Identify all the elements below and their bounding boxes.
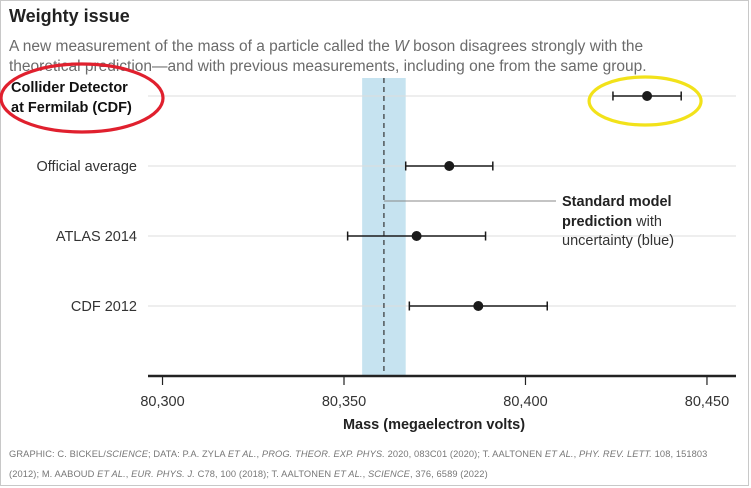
chart-subtitle: A new measurement of the mass of a parti… <box>9 37 689 77</box>
x-axis-label: Mass (megaelectron volts) <box>343 417 525 433</box>
row-label-2: ATLAS 2014 <box>56 229 137 245</box>
annotation-line-1: Standard model <box>562 194 672 210</box>
data-point-0 <box>642 91 653 101</box>
credit-text: , <box>256 449 262 459</box>
x-tick-label-1: 80,350 <box>322 394 366 410</box>
x-tick-label-0: 80,300 <box>140 394 184 410</box>
data-point-1 <box>444 161 455 171</box>
subtitle-part-1: A new measurement of the mass of a parti… <box>9 38 395 55</box>
credit-text: ET AL. <box>97 469 126 479</box>
row-label-1: Official average <box>37 159 137 175</box>
subtitle-part-2: boson disagrees strongly with the theore… <box>9 38 647 75</box>
credit-text: ; DATA: P.A. ZYLA <box>148 449 228 459</box>
chart-title: Weighty issue <box>9 6 130 26</box>
data-credit: GRAPHIC: C. BICKEL/SCIENCE; DATA: P.A. Z… <box>9 444 739 484</box>
credit-text: 108, 151803 (2012); M. AABOUD <box>9 449 708 479</box>
credit-text: 2020, 083C01 (2020); T. AALTONEN <box>384 449 545 459</box>
red-highlight-ellipse <box>0 62 165 134</box>
credit-text: SCIENCE <box>105 449 148 459</box>
annotation-line-2: prediction with <box>562 214 662 230</box>
credit-text: , 376, 6589 (2022) <box>409 469 488 479</box>
credit-text: , <box>125 469 132 479</box>
row-label-0-line-2: at Fermilab (CDF) <box>11 100 132 116</box>
data-point-3 <box>473 301 484 311</box>
credit-text: ET AL. <box>227 449 257 459</box>
annotation-bold: prediction <box>562 214 632 230</box>
credit-text: , <box>573 449 579 459</box>
credit-text: EUR. PHYS. J. <box>131 469 195 479</box>
credit-text: C78, 100 (2018); T. AALTONEN <box>194 469 334 479</box>
credit-text: ET AL. <box>544 449 574 459</box>
annotation-line-3: uncertainty (blue) <box>562 233 674 249</box>
annotation-rest: with <box>632 214 662 230</box>
data-point-2 <box>411 231 422 241</box>
row-label-3: CDF 2012 <box>71 299 137 315</box>
subtitle-w-symbol: W <box>394 38 409 55</box>
row-label-0-line-1: Collider Detector <box>11 80 128 96</box>
credit-text: PROG. THEOR. EXP. PHYS. <box>261 449 385 459</box>
credit-text: GRAPHIC: C. BICKEL/ <box>9 449 106 459</box>
yellow-highlight-ellipse <box>587 75 703 127</box>
credit-text: PHY. REV. LETT. <box>578 449 652 459</box>
credit-text: ET AL. <box>333 469 363 479</box>
x-tick-label-2: 80,400 <box>503 394 547 410</box>
x-tick-label-3: 80,450 <box>685 394 729 410</box>
credit-text: SCIENCE <box>367 469 410 479</box>
credit-text: , <box>362 469 368 479</box>
